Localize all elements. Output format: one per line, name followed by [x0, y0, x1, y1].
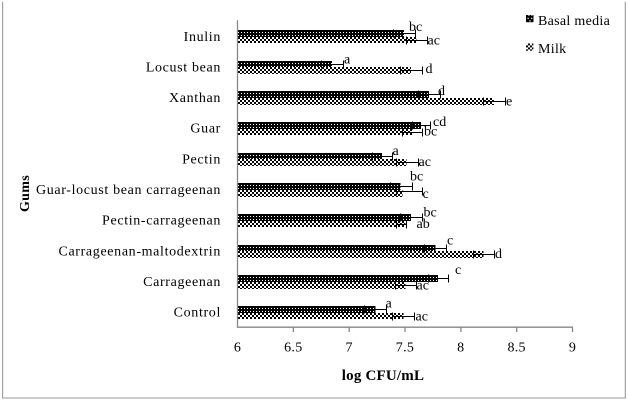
- svg-text:a: a: [393, 144, 400, 159]
- svg-text:Locust bean: Locust bean: [146, 60, 221, 75]
- svg-text:c: c: [455, 263, 461, 278]
- svg-text:d: d: [495, 247, 502, 262]
- svg-text:Carrageenan: Carrageenan: [143, 275, 221, 290]
- svg-text:Basal media: Basal media: [538, 14, 611, 29]
- svg-text:d: d: [438, 84, 445, 99]
- svg-text:ac: ac: [419, 155, 431, 170]
- svg-text:Gums: Gums: [18, 175, 33, 212]
- svg-text:Inulin: Inulin: [184, 30, 221, 45]
- svg-text:log CFU/mL: log CFU/mL: [342, 368, 424, 384]
- svg-text:Milk: Milk: [538, 42, 566, 57]
- svg-text:c: c: [423, 187, 429, 202]
- svg-text:6: 6: [234, 340, 241, 355]
- svg-text:8.5: 8.5: [507, 340, 525, 355]
- svg-text:cd: cd: [433, 115, 446, 130]
- svg-text:e: e: [506, 95, 512, 110]
- svg-text:Guar-locust bean carrageenan: Guar-locust bean carrageenan: [36, 183, 221, 198]
- svg-text:d: d: [426, 62, 433, 77]
- svg-text:Carrageenan-maltodextrin: Carrageenan-maltodextrin: [58, 244, 221, 259]
- svg-text:7.5: 7.5: [396, 340, 414, 355]
- svg-text:6.5: 6.5: [284, 340, 302, 355]
- svg-text:Pectin-carrageenan: Pectin-carrageenan: [102, 214, 221, 229]
- svg-text:ac: ac: [416, 310, 428, 325]
- svg-text:ab: ab: [417, 217, 430, 232]
- svg-text:bc: bc: [424, 125, 437, 140]
- svg-text:a: a: [386, 297, 393, 312]
- svg-text:bc: bc: [410, 170, 423, 185]
- svg-text:Xanthan: Xanthan: [169, 91, 221, 106]
- svg-text:a: a: [344, 53, 351, 68]
- svg-text:9: 9: [569, 340, 576, 355]
- svg-text:c: c: [447, 234, 453, 249]
- svg-text:8: 8: [457, 340, 464, 355]
- svg-text:Control: Control: [174, 306, 221, 321]
- svg-text:7: 7: [346, 340, 353, 355]
- svg-text:ac: ac: [428, 34, 440, 49]
- svg-text:Guar: Guar: [190, 122, 221, 137]
- svg-text:ac: ac: [417, 279, 429, 294]
- svg-text:Pectin: Pectin: [182, 152, 221, 167]
- svg-text:bc: bc: [424, 206, 437, 221]
- svg-text:bc: bc: [409, 20, 422, 35]
